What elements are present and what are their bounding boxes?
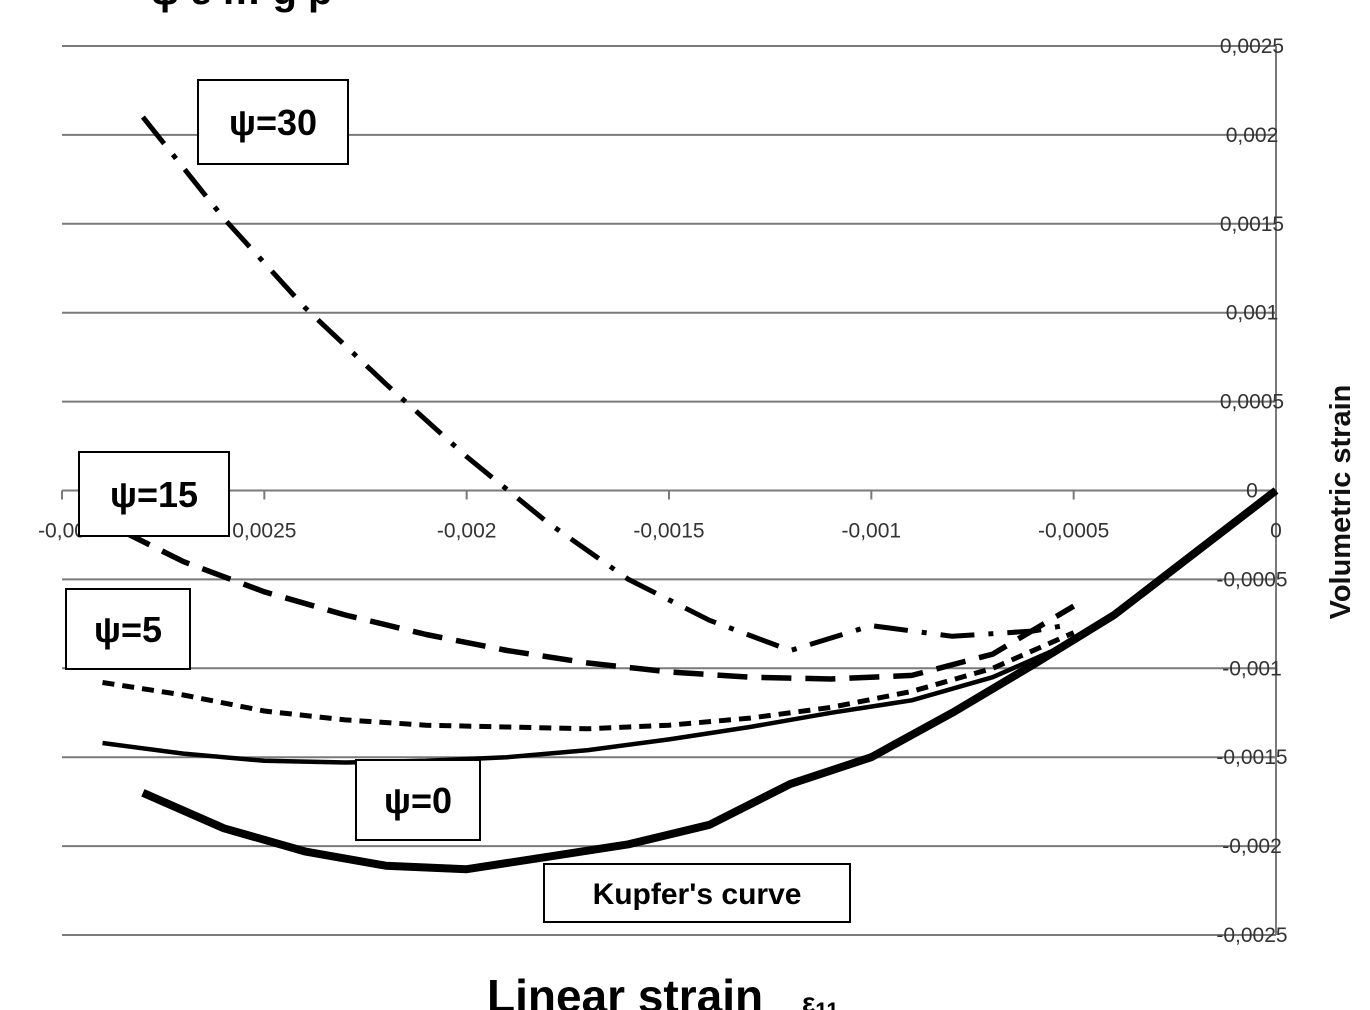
annotation-labels: ψ=30 ψ=15 ψ=5 ψ=0 Kupfer's curve bbox=[65, 79, 851, 923]
annotation-frame bbox=[197, 79, 349, 165]
y-tick-label: 0,0005 bbox=[1220, 391, 1284, 414]
series-line--30 bbox=[140, 115, 1075, 653]
annotation-frame bbox=[355, 759, 481, 841]
series-line-kupfer-s-curve bbox=[141, 487, 1279, 874]
x-tick-label: 0 bbox=[1270, 520, 1282, 543]
annotation-label: ψ=15 bbox=[110, 474, 198, 515]
y-tick-label: -0,002 bbox=[1222, 835, 1282, 858]
annotation-frame bbox=[65, 588, 191, 670]
chart-title-fragment: ψ ε … g p bbox=[150, 0, 332, 13]
annotation-label: ψ=0 bbox=[384, 780, 452, 821]
x-tick-label: -0,0015 bbox=[633, 520, 704, 543]
x-tick-label: -0,00 bbox=[38, 520, 86, 543]
annotation-label: Kupfer's curve bbox=[593, 878, 802, 911]
y-tick-label: -0,0025 bbox=[1216, 924, 1287, 947]
series-group bbox=[102, 115, 1279, 874]
annotation-frame bbox=[78, 451, 230, 537]
x-axis-label: Linear strain bbox=[487, 970, 763, 1010]
y-tick-label: 0,0025 bbox=[1220, 35, 1284, 58]
annotation-box: ψ=15 bbox=[78, 451, 230, 537]
y-tick-label: 0,002 bbox=[1226, 124, 1279, 147]
y-axis-ticks: 0,0025 0,002 0,0015 0,001 0,0005 0 -0,0005 -0,0… bbox=[1216, 35, 1287, 947]
annotation-box: Kupfer's curve bbox=[543, 863, 851, 923]
y-axis-label: Volumetric strain bbox=[1325, 385, 1357, 620]
y-tick-label: 0,001 bbox=[1226, 302, 1279, 325]
series-line--0 bbox=[102, 488, 1278, 765]
x-tick-label: -0,0005 bbox=[1038, 520, 1109, 543]
x-axis-ticks: -0,00 0,0025 -0,002 -0,0015 -0,001 -0,0005 0 bbox=[38, 490, 1282, 543]
annotation-box: ψ=5 bbox=[65, 588, 191, 670]
y-tick-label: -0,0005 bbox=[1216, 568, 1287, 591]
y-tick-label: -0,001 bbox=[1222, 657, 1282, 680]
annotation-label: ψ=30 bbox=[229, 102, 317, 143]
annotation-label: ψ=5 bbox=[94, 609, 162, 650]
x-axis-symbol: ε11 bbox=[802, 987, 839, 1010]
series-line--15 bbox=[121, 528, 1076, 682]
x-tick-label: -0,002 bbox=[437, 520, 497, 543]
annotation-box: ψ=30 bbox=[197, 79, 349, 165]
y-tick-label: -0,0015 bbox=[1216, 746, 1287, 769]
series-line--5 bbox=[102, 630, 1075, 732]
annotation-box: ψ=0 bbox=[355, 759, 481, 841]
annotation-frame bbox=[543, 863, 851, 923]
y-tick-label: 0 bbox=[1246, 480, 1258, 503]
y-tick-label: 0,0015 bbox=[1220, 213, 1284, 236]
x-tick-label: 0,0025 bbox=[232, 520, 296, 543]
x-tick-label: -0,001 bbox=[842, 520, 902, 543]
